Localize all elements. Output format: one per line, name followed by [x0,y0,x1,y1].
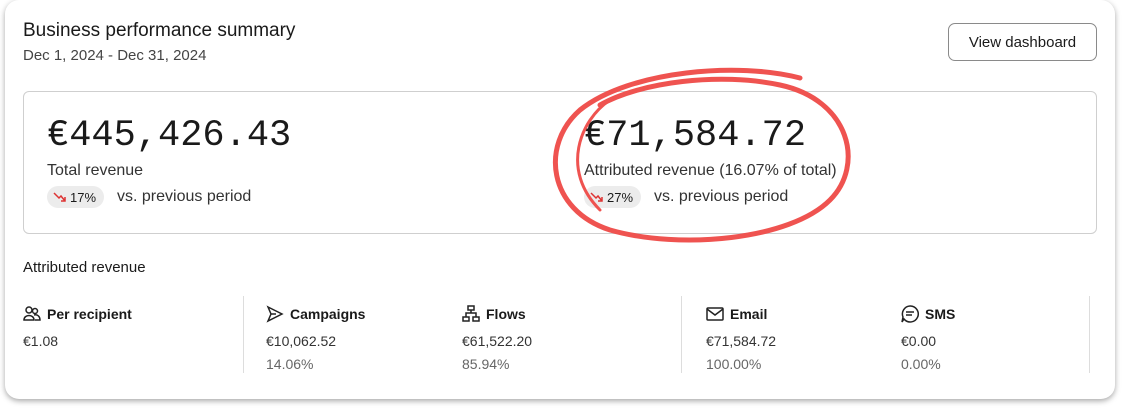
metric-icon [23,306,41,321]
metric-label: Flows [462,305,526,323]
comparison: vs. previous period [654,188,789,205]
metric-value: €1.08 [23,333,59,349]
highlight-circle [552,67,851,243]
divider [243,296,244,373]
amount: €445,426.43 [47,115,292,157]
metric-value: €10,062.52 [266,333,337,349]
metric-name: Flows [486,306,526,322]
metric-share: 14.06% [266,356,314,372]
comparison: vs. previous period [117,188,252,205]
title: Business performance summary [23,20,296,41]
down-icon [53,192,66,202]
amount: €71,584.72 [584,115,807,157]
summary-box [23,91,1097,234]
metric-value: €61,522.20 [462,333,533,349]
metric-icon [266,305,284,323]
divider [1089,296,1090,373]
metric-name: Per recipient [47,306,132,322]
metric-name: Campaigns [290,306,366,322]
metric-name: Email [730,306,768,322]
date-range: Dec 1, 2024 - Dec 31, 2024 [23,47,207,64]
metric-label: SMS [901,305,955,323]
section-title: Attributed revenue [23,259,146,276]
change: 27% [607,189,634,205]
metric-label: Campaigns [266,305,365,323]
down-icon [590,192,603,202]
metric-share: 0.00% [901,356,941,372]
change: 17% [70,189,97,205]
metric-icon [462,305,480,322]
metric-label: Per recipient [23,305,132,323]
change-badge: 17% [47,186,105,208]
divider [681,296,682,373]
amount-label: Total revenue [47,162,144,179]
metric-icon [901,305,919,323]
metric-icon [706,307,724,321]
metric-share: 100.00% [706,356,762,372]
metric-name: SMS [925,306,956,322]
metric-share: 85.94% [462,356,510,372]
metric-value: €71,584.72 [706,333,777,349]
card [5,0,1115,399]
view-dashboard-button[interactable]: View dashboard [948,23,1097,61]
amount-label: Attributed revenue (16.07% of total) [584,162,837,179]
change-badge: 27% [584,186,642,208]
metric-value: €0.00 [901,333,937,349]
metric-label: Email [706,305,767,323]
